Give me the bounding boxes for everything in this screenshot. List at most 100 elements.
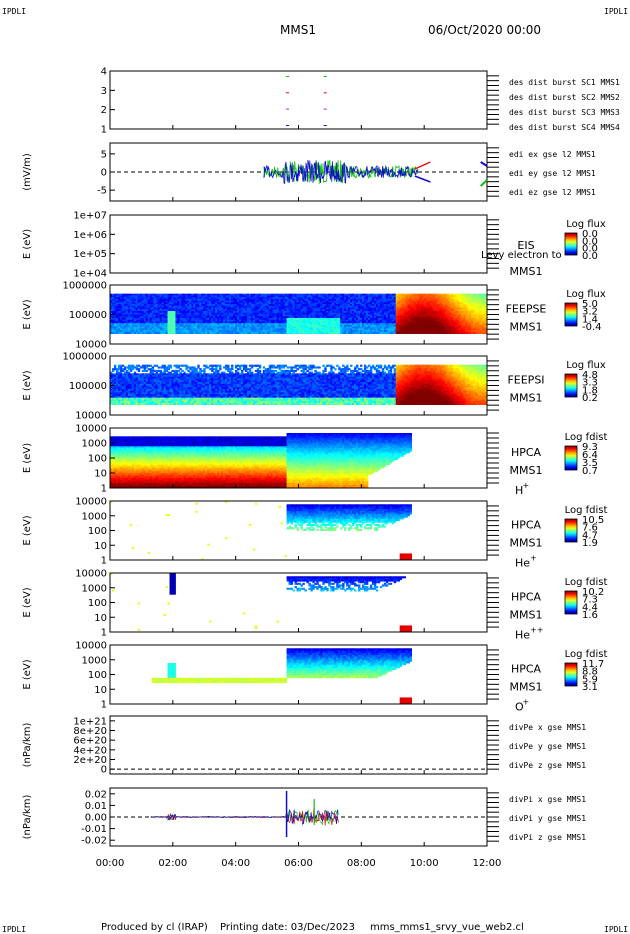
species-label: He bbox=[515, 629, 530, 642]
spacecraft-label: MMS1 bbox=[510, 537, 543, 550]
y-tick-label: 1e+21 bbox=[73, 716, 107, 727]
instrument-label: FEEPSI bbox=[507, 374, 544, 387]
instrument-label: HPCA bbox=[511, 663, 542, 676]
y-tick-label: 10000 bbox=[75, 569, 107, 580]
colorbar-tick-label: 6.4 bbox=[582, 450, 598, 461]
y-tick-label: 10 bbox=[94, 685, 107, 696]
y-tick-label: -0.02 bbox=[81, 836, 107, 847]
y-axis-label: (mV/m) bbox=[22, 153, 33, 191]
y-axis-label: E (eV) bbox=[22, 229, 33, 259]
colorbar-tick-label: 0.0 bbox=[582, 236, 598, 247]
y-tick-label: 1e+07 bbox=[73, 211, 107, 222]
y-tick-label: 4e+20 bbox=[73, 745, 107, 756]
legend-entry: divPe x gse MMS1 bbox=[509, 723, 586, 732]
spectrogram-hpca_o bbox=[151, 648, 412, 705]
colorbar bbox=[564, 445, 578, 471]
species-label: He bbox=[515, 557, 530, 570]
y-tick-label: 1e+06 bbox=[73, 230, 107, 241]
efield-series-x bbox=[414, 161, 431, 170]
y-tick-label: 8e+20 bbox=[73, 726, 107, 737]
y-tick-label: 1e+05 bbox=[73, 249, 107, 260]
efield-series-z bbox=[414, 175, 431, 183]
date-title: 06/Oct/2020 00:00 bbox=[428, 23, 541, 37]
y-tick-label: 10000 bbox=[75, 411, 107, 422]
legend-entry: edi ez gse l2 MMS1 bbox=[509, 188, 596, 197]
colorbar-tick-label: 8.8 bbox=[582, 667, 598, 678]
colorbar-tick-label: 0.7 bbox=[582, 466, 598, 477]
y-tick-label: 6e+20 bbox=[73, 736, 107, 747]
y-tick-label: 100 bbox=[88, 454, 107, 465]
species-charge: + bbox=[523, 481, 530, 490]
colorbar bbox=[564, 232, 578, 256]
spacecraft-label: MMS1 bbox=[510, 464, 543, 477]
y-tick-label: 10 bbox=[94, 541, 107, 552]
y-axis-label: (nPa/km) bbox=[22, 795, 33, 840]
footer-script: mms_mms1_srvy_vue_web2.cl bbox=[370, 922, 524, 933]
legend-entry: edi ex gse l2 MMS1 bbox=[509, 150, 596, 159]
y-axis-label: E (eV) bbox=[22, 443, 33, 473]
y-tick-label: 1000000 bbox=[62, 281, 107, 292]
y-tick-label: 1000 bbox=[82, 511, 107, 522]
y-tick-label: 1000000 bbox=[62, 352, 107, 363]
y-tick-label: 10000 bbox=[75, 497, 107, 508]
colorbar bbox=[564, 302, 578, 327]
y-tick-label: 1000 bbox=[82, 583, 107, 594]
y-tick-label: 0 bbox=[101, 765, 107, 776]
divpi-series bbox=[150, 808, 339, 826]
y-tick-label: 10 bbox=[94, 469, 107, 480]
colorbar-tick-label: 7.6 bbox=[582, 523, 598, 534]
instrument-label: HPCA bbox=[511, 519, 542, 532]
colorbar-tick-label: 1.4 bbox=[582, 314, 598, 325]
y-tick-label: 4 bbox=[101, 67, 107, 78]
colorbar-tick-label: 4.4 bbox=[582, 602, 598, 613]
x-tick-label: 08:00 bbox=[347, 858, 376, 869]
y-tick-label: 0.02 bbox=[85, 789, 107, 800]
y-axis-label: E (eV) bbox=[22, 299, 33, 329]
x-tick-label: 00:00 bbox=[96, 858, 125, 869]
instrument-label: HPCA bbox=[511, 591, 542, 604]
instrument-label: FEEPSE bbox=[506, 303, 547, 316]
y-tick-label: 1 bbox=[101, 700, 107, 711]
colorbar bbox=[564, 662, 578, 687]
species-charge: + bbox=[523, 698, 530, 707]
spacecraft-label: MMS1 bbox=[510, 321, 543, 334]
spectrogram-hpca_hepp bbox=[110, 573, 412, 633]
spacecraft-label: MMS1 bbox=[510, 265, 543, 278]
x-tick-label: 04:00 bbox=[221, 858, 250, 869]
colorbar-tick-label: 5.0 bbox=[582, 299, 598, 310]
y-tick-label: 1000 bbox=[82, 439, 107, 450]
instrument-label: HPCA bbox=[511, 446, 542, 459]
y-tick-label: 2 bbox=[101, 105, 107, 116]
legend-entry: des dist burst SC4 MMS4 bbox=[509, 123, 620, 132]
legend-entry: des dist burst SC3 MMS3 bbox=[509, 108, 620, 117]
spacecraft-label: MMS1 bbox=[510, 609, 543, 622]
y-tick-label: 0.00 bbox=[85, 813, 107, 824]
y-tick-label: 2e+20 bbox=[73, 755, 107, 766]
x-tick-label: 06:00 bbox=[284, 858, 313, 869]
mission-title: MMS1 bbox=[280, 23, 316, 37]
y-axis-label: E (eV) bbox=[22, 370, 33, 400]
y-tick-label: -0.01 bbox=[81, 824, 107, 835]
y-tick-label: 3 bbox=[101, 86, 107, 97]
y-tick-label: 5 bbox=[101, 149, 107, 160]
spacecraft-label: MMS1 bbox=[510, 681, 543, 694]
y-tick-label: 1 bbox=[101, 125, 107, 136]
corner-label-br: IPDLI bbox=[604, 925, 628, 934]
legend-entry: des dist burst SC1 MMS1 bbox=[509, 78, 620, 87]
y-tick-label: 100 bbox=[88, 598, 107, 609]
legend-entry: edi ey gse l2 MMS1 bbox=[509, 169, 596, 178]
y-tick-label: 0.01 bbox=[85, 801, 107, 812]
instrument-label: EIS bbox=[517, 239, 534, 252]
y-axis-label: E (eV) bbox=[22, 659, 33, 689]
species-charge: ++ bbox=[530, 626, 543, 635]
efield-series bbox=[263, 159, 419, 185]
colorbar-tick-label: 0.0 bbox=[582, 244, 598, 255]
colorbar-tick-label: 0.0 bbox=[582, 229, 598, 240]
legend-entry: des dist burst SC2 MMS2 bbox=[509, 93, 620, 102]
y-tick-label: 100000 bbox=[69, 310, 107, 321]
y-axis-label: (nPa/km) bbox=[22, 723, 33, 768]
colorbar-title: Log flux bbox=[566, 219, 606, 230]
efield-series-y-end bbox=[480, 179, 488, 187]
y-tick-label: 10000 bbox=[75, 340, 107, 351]
y-tick-label: 10000 bbox=[75, 641, 107, 652]
